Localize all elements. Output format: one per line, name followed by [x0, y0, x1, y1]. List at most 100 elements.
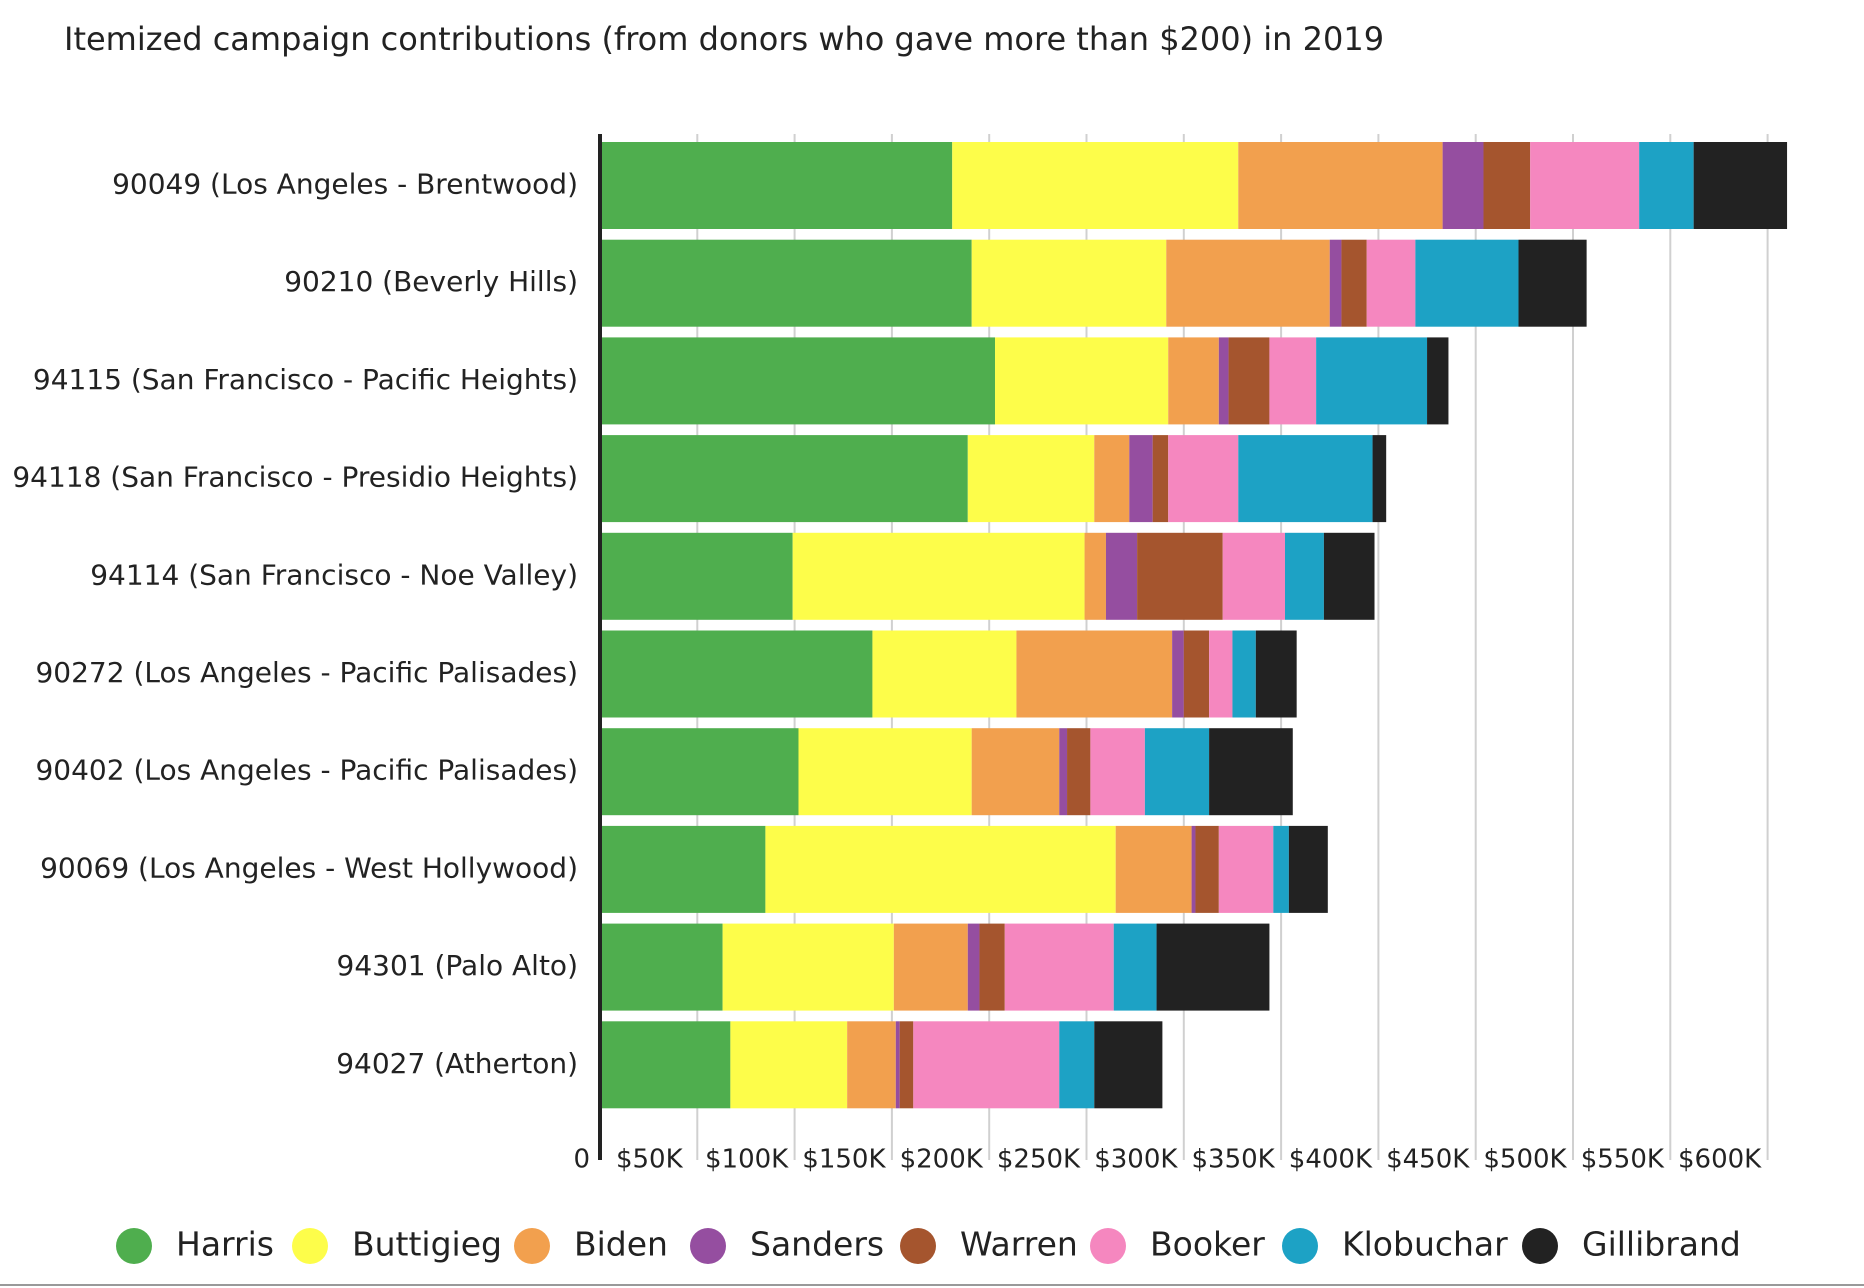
bar-klobuchar-1[interactable] [1639, 142, 1694, 229]
bar-biden-6[interactable] [1016, 630, 1173, 718]
legend-swatch-warren[interactable] [900, 1228, 936, 1264]
bar-booker-8[interactable] [1218, 825, 1274, 913]
bar-warren-7[interactable] [1067, 728, 1091, 816]
legend-swatch-harris[interactable] [116, 1228, 152, 1264]
bar-booker-4[interactable] [1168, 435, 1239, 523]
bar-sanders-3[interactable] [1218, 337, 1229, 425]
bar-biden-3[interactable] [1168, 337, 1219, 425]
bar-klobuchar-10[interactable] [1059, 1021, 1095, 1109]
legend-label-sanders[interactable]: Sanders [750, 1225, 884, 1264]
bar-gillibrand-4[interactable] [1372, 435, 1387, 523]
bar-biden-5[interactable] [1084, 532, 1106, 620]
legend-swatch-sanders[interactable] [690, 1228, 726, 1264]
bar-gillibrand-2[interactable] [1518, 239, 1587, 327]
legend-label-booker[interactable]: Booker [1150, 1225, 1265, 1264]
bar-booker-10[interactable] [913, 1021, 1060, 1109]
bar-biden-4[interactable] [1094, 435, 1130, 523]
bar-biden-9[interactable] [893, 923, 968, 1011]
bar-biden-7[interactable] [971, 728, 1060, 816]
bar-harris-8[interactable] [600, 825, 766, 913]
bar-sanders-6[interactable] [1172, 630, 1184, 718]
legend[interactable]: Harris Buttigieg Biden Sanders Warren Booker K… [116, 1225, 1741, 1265]
bar-buttigieg-4[interactable] [967, 435, 1095, 523]
bar-booker-9[interactable] [1004, 923, 1114, 1011]
bar-klobuchar-5[interactable] [1284, 532, 1324, 620]
bar-harris-7[interactable] [600, 728, 799, 816]
bar-buttigieg-3[interactable] [995, 337, 1169, 425]
bar-harris-3[interactable] [600, 337, 996, 425]
bar-biden-2[interactable] [1166, 239, 1330, 327]
legend-label-klobuchar[interactable]: Klobuchar [1342, 1225, 1508, 1264]
bar-klobuchar-7[interactable] [1144, 728, 1210, 816]
bar-buttigieg-8[interactable] [765, 825, 1116, 913]
bar-buttigieg-6[interactable] [872, 630, 1017, 718]
legend-label-biden[interactable]: Biden [574, 1225, 668, 1264]
bar-gillibrand-3[interactable] [1427, 337, 1449, 425]
legend-swatch-booker[interactable] [1090, 1228, 1126, 1264]
bar-warren-6[interactable] [1183, 630, 1210, 718]
legend-swatch-biden[interactable] [514, 1228, 550, 1264]
bar-warren-2[interactable] [1341, 239, 1367, 327]
legend-label-gillibrand[interactable]: Gillibrand [1582, 1225, 1741, 1264]
bar-warren-3[interactable] [1228, 337, 1270, 425]
bar-booker-5[interactable] [1222, 532, 1285, 620]
bar-harris-6[interactable] [600, 630, 873, 718]
bar-buttigieg-2[interactable] [971, 239, 1167, 327]
bar-sanders-4[interactable] [1129, 435, 1153, 523]
bar-booker-6[interactable] [1209, 630, 1233, 718]
bar-warren-10[interactable] [899, 1021, 914, 1109]
bar-buttigieg-5[interactable] [792, 532, 1085, 620]
bar-booker-7[interactable] [1090, 728, 1145, 816]
bar-harris-9[interactable] [600, 923, 723, 1011]
bar-klobuchar-3[interactable] [1316, 337, 1428, 425]
bar-sanders-10[interactable] [895, 1021, 900, 1109]
bar-harris-4[interactable] [600, 435, 968, 523]
bar-booker-3[interactable] [1269, 337, 1317, 425]
category-label-10: 94027 (Atherton) [336, 1047, 578, 1080]
legend-label-harris[interactable]: Harris [176, 1225, 274, 1264]
bar-harris-10[interactable] [600, 1021, 731, 1109]
bar-warren-1[interactable] [1483, 142, 1531, 229]
bar-warren-5[interactable] [1137, 532, 1223, 620]
bar-sanders-7[interactable] [1059, 728, 1068, 816]
bar-sanders-1[interactable] [1442, 142, 1484, 229]
bar-booker-1[interactable] [1530, 142, 1640, 229]
bar-biden-1[interactable] [1238, 142, 1443, 229]
bar-klobuchar-2[interactable] [1415, 239, 1519, 327]
bar-gillibrand-7[interactable] [1209, 728, 1293, 816]
bar-gillibrand-9[interactable] [1156, 923, 1270, 1011]
bar-buttigieg-7[interactable] [798, 728, 972, 816]
bar-buttigieg-10[interactable] [730, 1021, 848, 1109]
category-labels: 90049 (Los Angeles - Brentwood) 90210 (Be… [12, 168, 578, 1080]
bar-sanders-9[interactable] [967, 923, 980, 1011]
bar-sanders-8[interactable] [1191, 825, 1196, 913]
bar-gillibrand-5[interactable] [1323, 532, 1375, 620]
bar-warren-4[interactable] [1152, 435, 1169, 523]
bar-booker-2[interactable] [1366, 239, 1416, 327]
bar-warren-9[interactable] [979, 923, 1005, 1011]
bar-sanders-5[interactable] [1105, 532, 1138, 620]
bar-buttigieg-9[interactable] [722, 923, 894, 1011]
legend-label-warren[interactable]: Warren [960, 1225, 1078, 1264]
bar-sanders-2[interactable] [1329, 239, 1342, 327]
bar-biden-8[interactable] [1115, 825, 1192, 913]
bar-harris-1[interactable] [600, 142, 953, 229]
legend-swatch-buttigieg[interactable] [292, 1228, 328, 1264]
bar-klobuchar-4[interactable] [1238, 435, 1373, 523]
bar-biden-10[interactable] [847, 1021, 896, 1109]
bar-gillibrand-10[interactable] [1094, 1021, 1163, 1109]
bar-klobuchar-8[interactable] [1273, 825, 1289, 913]
legend-label-buttigieg[interactable]: Buttigieg [352, 1225, 502, 1264]
bar-harris-5[interactable] [600, 532, 793, 620]
bar-harris-2[interactable] [600, 239, 972, 327]
legend-swatch-klobuchar[interactable] [1282, 1228, 1318, 1264]
bar-gillibrand-8[interactable] [1288, 825, 1328, 913]
bar-warren-8[interactable] [1195, 825, 1219, 913]
bar-gillibrand-6[interactable] [1255, 630, 1297, 718]
bar-gillibrand-1[interactable] [1693, 142, 1788, 229]
bar-klobuchar-6[interactable] [1232, 630, 1256, 718]
legend-swatch-gillibrand[interactable] [1522, 1228, 1558, 1264]
bar-klobuchar-9[interactable] [1113, 923, 1157, 1011]
bar-buttigieg-1[interactable] [952, 142, 1239, 229]
